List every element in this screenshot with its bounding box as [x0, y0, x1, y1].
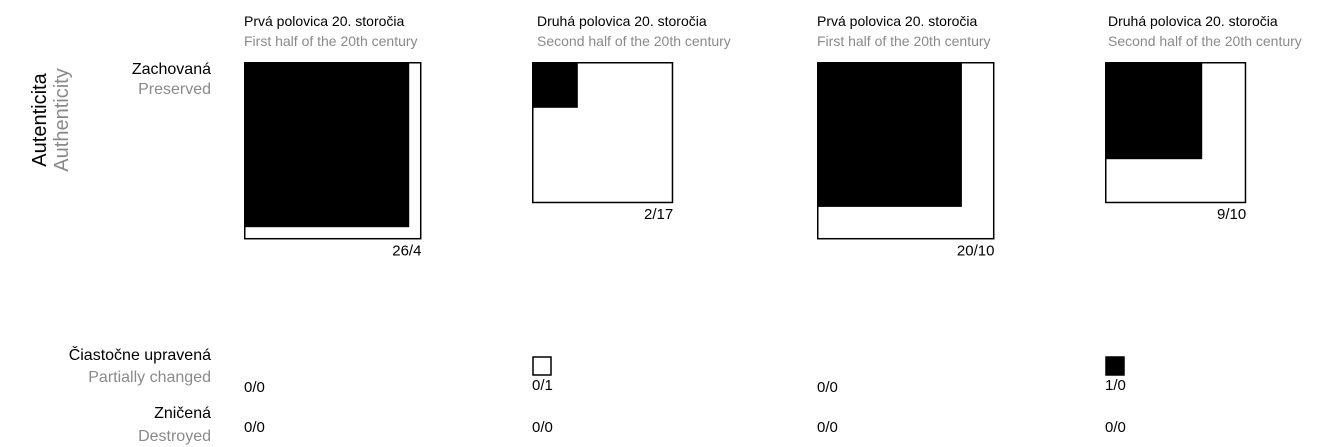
cell-value-label: 0/0 [532, 419, 553, 436]
row-label-destroyed-en: Destroyed [138, 428, 211, 445]
cell-small-square [532, 356, 552, 376]
cell-value-label: 0/0 [244, 419, 265, 436]
column-header-3: Prvá polovica 20. storočia [817, 13, 978, 29]
row-headers: Zachovaná Preserved Čiastočne upravená P… [69, 61, 211, 445]
cell-filled-square [1105, 62, 1203, 160]
cell-value-label: 9/10 [1217, 206, 1246, 223]
column-header-1: Prvá polovica 20. storočia [244, 13, 405, 29]
cell-value-label: 0/0 [1105, 419, 1126, 436]
row-label-destroyed: Zničená [154, 405, 211, 422]
cell-value-label: 2/17 [644, 206, 673, 223]
cell-value-label: 0/1 [532, 377, 553, 394]
column-header-1-en: First half of the 20th century [244, 33, 418, 49]
y-axis-label-en: Authenticity [51, 68, 73, 171]
cell-small-square [1105, 356, 1125, 376]
y-axis-label: Autenticita [29, 72, 51, 166]
cell-filled-square [244, 62, 410, 228]
cell-filled-square [532, 62, 578, 108]
column-header-2: Druhá polovica 20. storočia [537, 13, 707, 29]
y-axis-title: Autenticita Authenticity [29, 68, 73, 171]
row-label-preserved: Zachovaná [132, 61, 211, 78]
cell-value-label: 20/10 [957, 242, 995, 259]
cell-value-label: 26/4 [392, 242, 421, 259]
column-header-4-en: Second half of the 20th century [1108, 33, 1302, 49]
row-label-partially-changed-en: Partially changed [88, 369, 211, 386]
column-header-3-en: First half of the 20th century [817, 33, 991, 49]
column-headers: Prvá polovica 20. storočia First half of… [244, 13, 1302, 49]
cell-value-label: 0/0 [244, 379, 265, 396]
row-label-partially-changed: Čiastočne upravená [69, 345, 211, 364]
cell-value-label: 0/0 [817, 379, 838, 396]
cell-marks: 26/4 2/17 20/10 9/10 0/0 0/1 0/0 1/0 0/0 0/0 0/0 0/… [244, 62, 1247, 436]
column-header-4: Druhá polovica 20. storočia [1108, 13, 1278, 29]
cell-filled-square [817, 62, 962, 207]
cell-value-label: 0/0 [817, 419, 838, 436]
cell-value-label: 1/0 [1105, 377, 1126, 394]
row-label-preserved-en: Preserved [138, 81, 211, 98]
column-header-2-en: Second half of the 20th century [537, 33, 731, 49]
